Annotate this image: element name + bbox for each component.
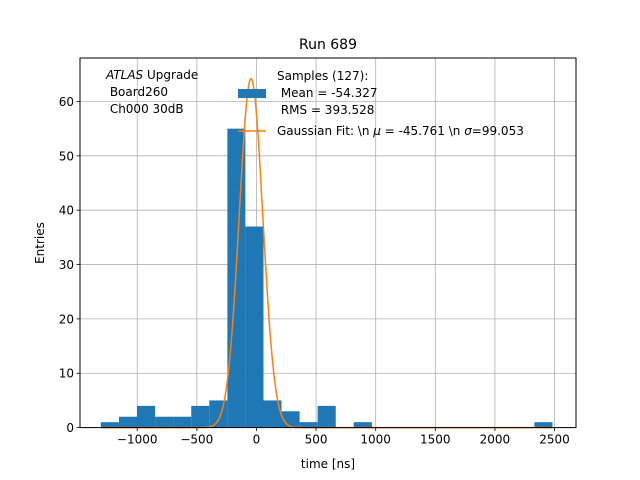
chart-title: Run 689	[299, 37, 357, 53]
x-tick-label: −500	[180, 433, 213, 447]
x-tick-label: 1500	[420, 433, 451, 447]
plot-frame	[79, 57, 577, 429]
histogram-bar	[155, 416, 174, 428]
annotation-line-3: Ch000 30dB	[106, 102, 184, 116]
histogram-bar	[353, 422, 372, 428]
x-tick-label: −1000	[117, 433, 158, 447]
annotation-line-2: Board260	[106, 85, 168, 99]
histogram-bar	[191, 405, 210, 428]
legend-fit-sigma-symbol: σ	[464, 124, 472, 138]
atlas-label: ATLAS	[105, 68, 144, 82]
y-tick-label: 60	[59, 95, 74, 109]
legend-histogram-line-2: Mean = -54.327	[277, 86, 378, 100]
x-axis-label: time [ns]	[301, 457, 355, 471]
legend-histogram-swatch	[238, 89, 266, 98]
x-tick-label: 2500	[539, 433, 570, 447]
histogram-bar	[299, 422, 318, 428]
legend: Samples (127): Mean = -54.327 RMS = 393.…	[238, 69, 524, 138]
legend-fit-prefix: Gaussian Fit: \n	[277, 124, 373, 138]
histogram-bar	[263, 400, 282, 428]
histogram-bar	[317, 405, 336, 428]
y-tick-label: 0	[66, 421, 74, 435]
histogram-bar	[534, 422, 553, 428]
y-tick-label: 50	[59, 149, 74, 163]
annotation: ATLAS Upgrade Board260 Ch000 30dB	[105, 68, 198, 116]
histogram-bar	[118, 416, 137, 428]
histogram-bar	[136, 405, 156, 428]
legend-fit-mu-symbol: μ	[372, 124, 381, 138]
annotation-line-1: ATLAS Upgrade	[105, 68, 198, 82]
legend-histogram-line-1: Samples (127):	[277, 69, 368, 83]
histogram-bar	[100, 422, 119, 428]
legend-histogram-line-3: RMS = 393.528	[277, 103, 374, 117]
y-tick-label: 20	[59, 312, 74, 326]
legend-fit-sigma-value: =99.053	[472, 124, 524, 138]
x-tick-label: 2000	[480, 433, 511, 447]
legend-fit-label: Gaussian Fit: \n μ = -45.761 \n σ=99.053	[277, 124, 524, 138]
x-tick-label: 0	[253, 433, 261, 447]
histogram-bar	[245, 226, 264, 428]
legend-fit-mu-value: = -45.761 \n	[381, 124, 464, 138]
upgrade-label: Upgrade	[143, 68, 198, 82]
y-tick-label: 30	[59, 258, 74, 272]
x-tick-label: 500	[305, 433, 328, 447]
histogram-bar	[209, 400, 228, 428]
y-ticks: 0 10 20 30 40 50 60	[59, 95, 80, 435]
y-axis-label: Entries	[33, 222, 47, 264]
histogram-bar	[173, 416, 192, 428]
y-tick-label: 40	[59, 204, 74, 218]
x-tick-label: 1000	[360, 433, 391, 447]
x-ticks: −1000 −500 0 500 1000 1500 2000 2500	[117, 427, 570, 447]
y-tick-label: 10	[59, 367, 74, 381]
